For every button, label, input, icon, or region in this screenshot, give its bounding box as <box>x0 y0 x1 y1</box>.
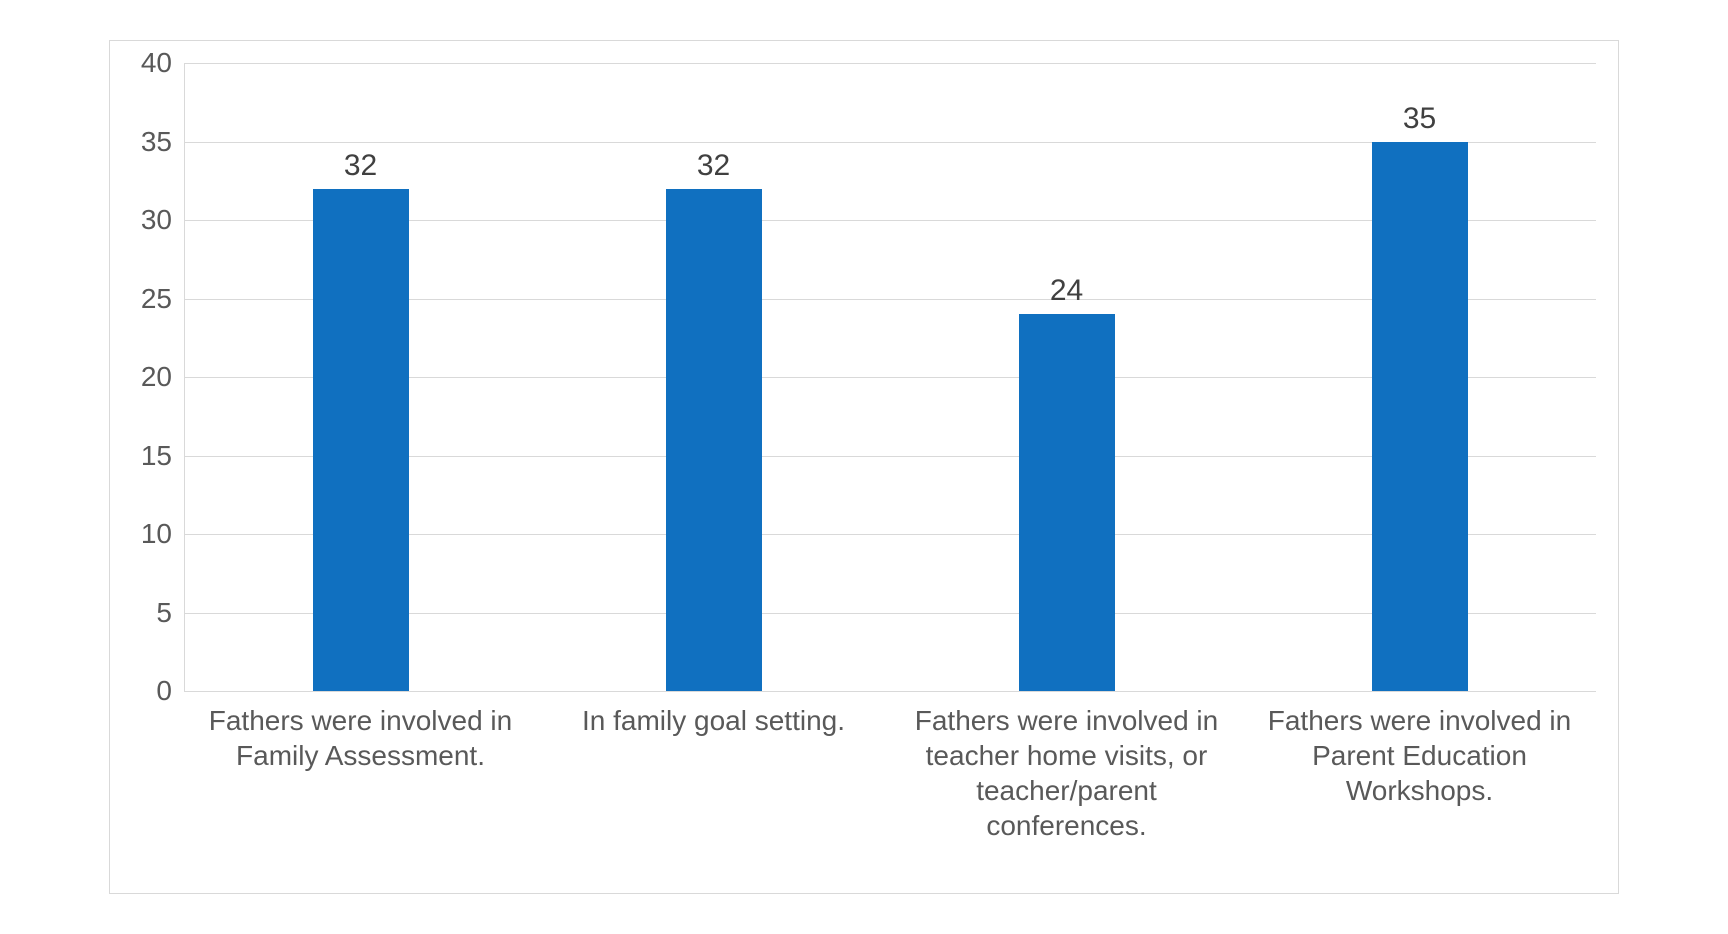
y-tick-label: 30 <box>141 204 172 236</box>
bar: 32 <box>666 189 762 691</box>
y-tick-label: 5 <box>156 597 172 629</box>
x-category-label: Fathers were involved in teacher home vi… <box>890 703 1243 871</box>
bar-value-label: 32 <box>697 149 730 183</box>
x-category-label: In family goal setting. <box>537 703 890 871</box>
y-tick-label: 40 <box>141 47 172 79</box>
bar: 35 <box>1372 142 1468 692</box>
bar-value-label: 35 <box>1403 102 1436 136</box>
bar: 24 <box>1019 314 1115 691</box>
bar-slot: 35 <box>1243 63 1596 691</box>
bar-slot: 32 <box>184 63 537 691</box>
y-tick-label: 25 <box>141 283 172 315</box>
x-category-label: Fathers were involved in Parent Educatio… <box>1243 703 1596 871</box>
bar-chart: 40 35 30 25 20 15 10 5 0 <box>109 40 1619 894</box>
x-category-label: Fathers were involved in Family Assessme… <box>184 703 537 871</box>
bar-slot: 32 <box>537 63 890 691</box>
y-tick-label: 15 <box>141 440 172 472</box>
y-tick-label: 0 <box>156 675 172 707</box>
bar-slot: 24 <box>890 63 1243 691</box>
gridline-baseline: 0 <box>184 691 1596 692</box>
plot-area: 40 35 30 25 20 15 10 5 0 <box>184 63 1596 691</box>
y-tick-label: 35 <box>141 126 172 158</box>
y-tick-label: 10 <box>141 518 172 550</box>
bar-value-label: 24 <box>1050 274 1083 308</box>
y-tick-label: 20 <box>141 361 172 393</box>
bar: 32 <box>313 189 409 691</box>
plot-wrapper: 40 35 30 25 20 15 10 5 0 <box>132 63 1596 871</box>
bar-value-label: 32 <box>344 149 377 183</box>
x-labels-row: Fathers were involved in Family Assessme… <box>184 703 1596 871</box>
bars-row: 32 32 24 35 <box>184 63 1596 691</box>
